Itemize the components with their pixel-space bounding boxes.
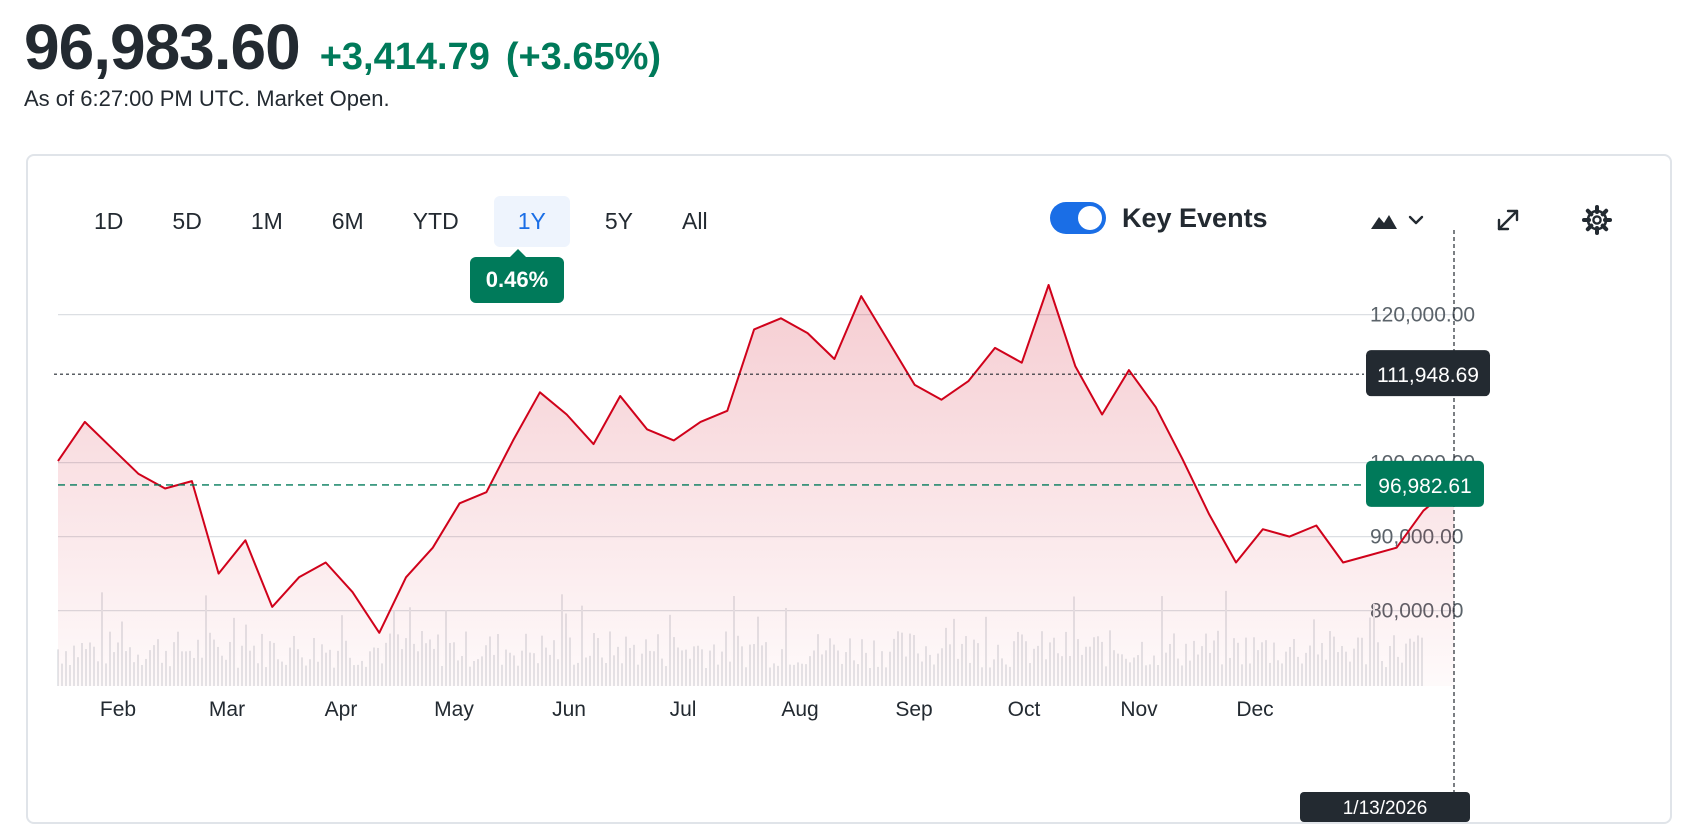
- x-tick-label: Mar: [209, 698, 245, 721]
- x-tick-label: Dec: [1236, 698, 1273, 721]
- chart-type-button[interactable]: [1362, 200, 1432, 240]
- key-events-control: Key Events: [1050, 202, 1268, 234]
- x-tick-label: Sep: [895, 698, 932, 721]
- crosshair-price-label: 111,948.69: [1377, 364, 1479, 387]
- mountain-chart-icon: [1371, 215, 1424, 229]
- chart-panel: 120,000.00100,000.0090,000.0080,000.0011…: [26, 154, 1672, 824]
- x-tick-label: May: [434, 698, 474, 721]
- key-events-toggle[interactable]: [1050, 202, 1106, 234]
- price-chart[interactable]: 120,000.00100,000.0090,000.0080,000.0011…: [28, 156, 1672, 824]
- x-tick-label: Feb: [100, 698, 136, 721]
- key-events-label: Key Events: [1122, 202, 1268, 233]
- x-tick-label: Nov: [1120, 698, 1158, 721]
- crosshair-price-badge: [1366, 350, 1490, 397]
- current-price-label: 96,982.61: [1378, 475, 1471, 498]
- expand-arrows-icon: [1497, 209, 1519, 231]
- range-button-5d[interactable]: 5D: [172, 208, 202, 234]
- quote-header: 96,983.60 +3,414.79 (+3.65%) As of 6:27:…: [24, 10, 661, 112]
- range-button-5y[interactable]: 5Y: [604, 208, 633, 234]
- x-tick-label: Oct: [1008, 698, 1041, 721]
- range-change-tooltip: 0.46%: [470, 249, 564, 303]
- chart-settings-button[interactable]: [1577, 200, 1617, 240]
- price-line[interactable]: [57, 284, 1455, 634]
- range-button-ytd[interactable]: YTD: [412, 208, 459, 234]
- x-tick-label: Apr: [325, 698, 358, 721]
- gear-icon: [1582, 205, 1612, 235]
- current-price-badge: [1366, 460, 1484, 507]
- price-change-percent: (+3.65%): [505, 36, 662, 78]
- x-tick-label: Jul: [670, 698, 697, 721]
- expand-chart-button[interactable]: [1488, 200, 1528, 240]
- range-button-1y[interactable]: 1Y: [493, 196, 570, 247]
- range-button-1m[interactable]: 1M: [250, 208, 283, 234]
- x-tick-label: Aug: [781, 698, 818, 721]
- range-button-6m[interactable]: 6M: [331, 208, 364, 234]
- crosshair-date-label: 1/13/2026: [1343, 798, 1428, 819]
- range-button-all[interactable]: All: [682, 208, 708, 234]
- range-selector: 1D 5D 1M 6M YTD 1Y 5Y All: [80, 196, 743, 247]
- x-tick-label: Jun: [552, 698, 586, 721]
- y-tick-label: 120,000.00: [1370, 304, 1475, 327]
- market-status: As of 6:27:00 PM UTC. Market Open.: [24, 86, 390, 111]
- current-price: 96,983.60: [24, 11, 301, 83]
- range-button-1d[interactable]: 1D: [94, 208, 124, 234]
- price-row: 96,983.60 +3,414.79 (+3.65%): [24, 10, 661, 84]
- crosshair-date-badge: [1300, 792, 1470, 822]
- price-change: +3,414.79: [319, 36, 490, 78]
- toggle-knob: [1078, 206, 1102, 230]
